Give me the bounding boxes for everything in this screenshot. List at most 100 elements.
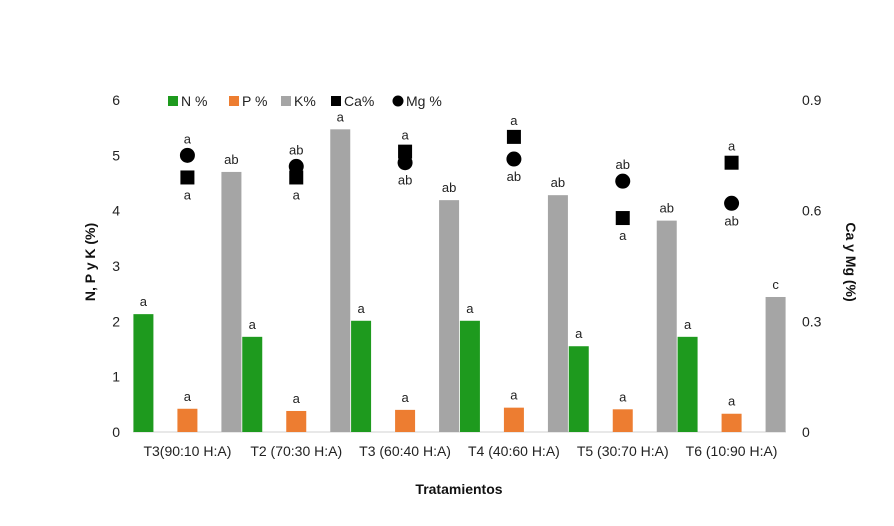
- p-bar: [612, 409, 633, 432]
- p-bar: [721, 413, 742, 432]
- y2-tick-label: 0.3: [802, 313, 822, 329]
- k-label: ab: [660, 201, 674, 216]
- ca-marker: [398, 144, 413, 159]
- mg-label: ab: [507, 169, 521, 184]
- mg-marker: [288, 158, 304, 174]
- category-label: T2 (70:30 H:A): [250, 443, 342, 459]
- p-label: a: [401, 390, 409, 405]
- category-label: T5 (30:70 H:A): [577, 443, 669, 459]
- n-label: a: [466, 301, 474, 316]
- p-bar: [395, 409, 416, 432]
- legend-swatch: [168, 96, 178, 106]
- y-tick-label: 3: [112, 258, 120, 274]
- n-bar: [677, 336, 698, 432]
- ca-marker: [724, 155, 739, 170]
- n-label: a: [575, 326, 583, 341]
- k-bar: [765, 296, 786, 432]
- n-label: a: [684, 317, 692, 332]
- y-tick-label: 1: [112, 369, 120, 385]
- legend-label: Mg %: [406, 93, 442, 109]
- k-bar: [439, 200, 460, 432]
- legend-swatch: [281, 96, 291, 106]
- k-bar: [547, 195, 568, 432]
- ca-label: a: [184, 187, 192, 202]
- legend-label: N %: [181, 93, 207, 109]
- ca-marker: [615, 211, 630, 226]
- k-label: ab: [551, 175, 565, 190]
- y-axis-title: N, P y K (%): [82, 223, 98, 301]
- p-label: a: [184, 389, 192, 404]
- category-label: T3 (60:40 H:A): [359, 443, 451, 459]
- k-bar: [221, 171, 242, 432]
- category-label: T4 (40:60 H:A): [468, 443, 560, 459]
- ca-marker: [180, 170, 195, 185]
- bars: [133, 129, 786, 432]
- k-label: a: [337, 109, 345, 124]
- p-bar: [177, 408, 198, 432]
- k-bar: [656, 220, 677, 432]
- legend-swatch: [331, 96, 341, 106]
- legend: N % P % K% Ca% Mg %: [168, 93, 442, 109]
- y-tick-label: 6: [112, 92, 120, 108]
- p-bar: [503, 407, 524, 432]
- markers: [179, 129, 740, 226]
- y-tick-label: 0: [112, 424, 120, 440]
- mg-marker: [724, 195, 740, 211]
- legend-swatch: [392, 95, 404, 107]
- ca-marker: [506, 129, 521, 144]
- p-label: a: [510, 388, 518, 403]
- n-bar: [242, 336, 263, 432]
- k-label: c: [772, 277, 779, 292]
- mg-label: a: [184, 131, 192, 146]
- y-axis-ticks: 0 1 2 3 4 5 6: [112, 92, 120, 440]
- y-tick-label: 4: [112, 203, 120, 219]
- n-bar: [568, 346, 589, 432]
- legend-n: N %: [168, 93, 207, 109]
- mg-label: ab: [289, 142, 303, 157]
- legend-label: Ca%: [344, 93, 374, 109]
- y2-axis-ticks: 0 0.3 0.6 0.9: [802, 92, 822, 440]
- category-labels: T3(90:10 H:A) T2 (70:30 H:A) T3 (60:40 H:A…: [143, 443, 777, 459]
- legend-ca: Ca%: [331, 93, 374, 109]
- p-label: a: [728, 394, 736, 409]
- k-label: ab: [442, 180, 456, 195]
- p-label: a: [293, 391, 301, 406]
- category-label: T3(90:10 H:A): [143, 443, 231, 459]
- n-bar: [133, 314, 154, 432]
- ca-label: a: [293, 187, 301, 202]
- y2-tick-label: 0: [802, 424, 810, 440]
- legend-mg: Mg %: [392, 93, 442, 109]
- n-bar: [459, 320, 480, 432]
- ca-label: a: [728, 139, 736, 154]
- ca-label: a: [510, 113, 518, 128]
- mg-marker: [179, 147, 195, 163]
- category-label: T6 (10:90 H:A): [686, 443, 778, 459]
- n-label: a: [140, 294, 148, 309]
- data-labels: a a ab a a a a a a ab a a ab a ab a a ab a ab a a ab a ab a a c a ab: [140, 109, 780, 408]
- p-bar: [286, 410, 307, 432]
- mg-label: ab: [398, 173, 412, 188]
- mg-label: ab: [724, 213, 738, 228]
- y2-axis-title: Ca y Mg (%): [843, 222, 859, 301]
- ca-marker: [289, 170, 304, 185]
- mg-label: ab: [616, 157, 630, 172]
- legend-label: P %: [242, 93, 267, 109]
- mg-marker: [615, 173, 631, 189]
- n-bar: [351, 320, 372, 432]
- k-label: ab: [224, 152, 238, 167]
- legend-label: K%: [294, 93, 316, 109]
- n-label: a: [357, 301, 365, 316]
- ca-label: a: [401, 128, 409, 143]
- ca-label: a: [619, 228, 627, 243]
- y2-tick-label: 0.6: [802, 203, 822, 219]
- k-bar: [330, 129, 351, 432]
- y-tick-label: 5: [112, 147, 120, 163]
- mg-marker: [506, 151, 522, 167]
- mg-marker: [397, 155, 413, 171]
- legend-swatch: [229, 96, 239, 106]
- legend-k: K%: [281, 93, 316, 109]
- y2-tick-label: 0.9: [802, 92, 822, 108]
- p-label: a: [619, 389, 627, 404]
- n-label: a: [249, 317, 257, 332]
